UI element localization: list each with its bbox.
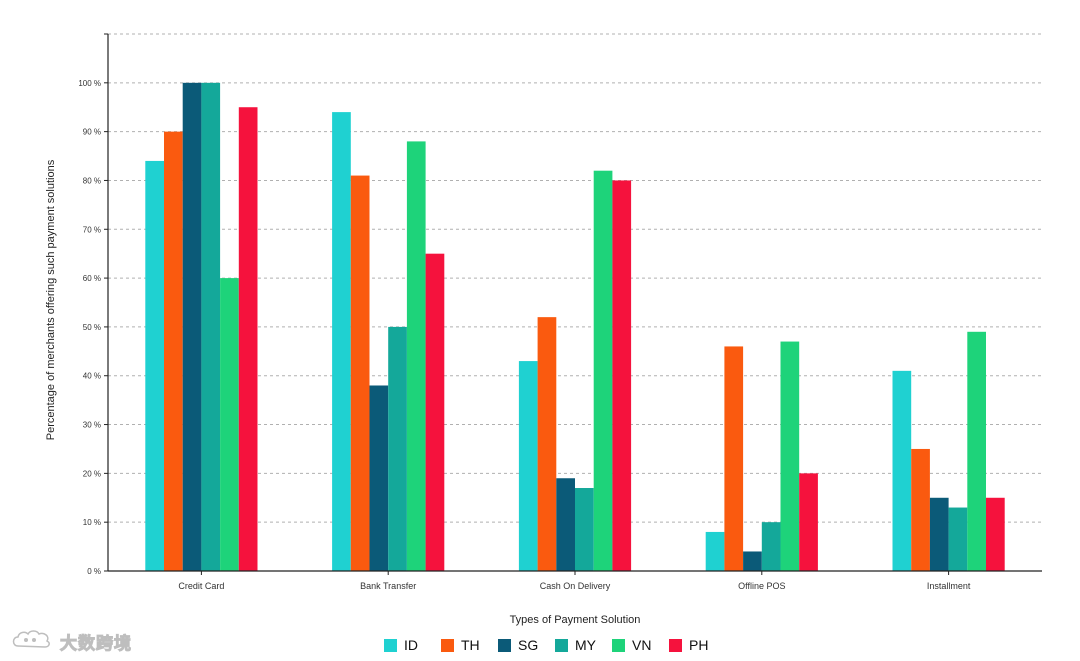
bar-sg-offline-pos [743,551,762,571]
x-tick-label: Bank Transfer [360,581,416,591]
legend-label-ph: PH [689,637,708,653]
x-tick-label: Installment [927,581,971,591]
bar-th-offline-pos [724,346,744,571]
bar-id-bank-transfer [332,112,351,571]
bar-th-bank-transfer [350,175,370,571]
bar-my-cash-on-delivery [575,488,594,571]
legend-swatch-th [441,639,454,652]
bar-my-bank-transfer [388,326,407,571]
bar-ph-credit-card [238,107,258,572]
cloud-logo-icon [10,628,54,655]
x-tick-label: Cash On Delivery [540,581,611,591]
bar-sg-installment [929,497,949,571]
watermark-text: 大数跨境 [60,633,132,654]
bar-my-credit-card [201,82,221,572]
y-tick-label: 90 % [83,128,101,137]
bar-vn-cash-on-delivery [593,170,613,571]
y-axis-title: Percentage of merchants offering such pa… [45,159,57,440]
bar-ph-installment [986,497,1005,571]
bar-id-offline-pos [705,531,725,571]
y-tick-label: 100 % [78,79,101,88]
bar-vn-credit-card [220,278,239,571]
bar-sg-cash-on-delivery [556,478,575,571]
y-tick-label: 0 % [87,567,101,576]
bar-ph-bank-transfer [425,253,445,571]
y-tick-label: 10 % [83,518,101,527]
y-axis-ticks: 0 % 10 % 20 % 30 % 40 % 50 % 60 % 70 % 80 % 90 % 1… [78,79,108,576]
y-tick-label: 50 % [83,323,101,332]
legend-label-th: TH [461,637,480,653]
legend-swatch-sg [498,639,511,652]
y-tick-label: 30 % [83,421,101,430]
legend-label-id: ID [404,637,418,653]
bar-ph-offline-pos [799,473,818,571]
bar-vn-offline-pos [780,341,800,571]
bar-id-installment [892,370,912,571]
bar-my-offline-pos [761,522,781,571]
bar-ph-cash-on-delivery [612,180,632,572]
bar-th-credit-card [164,131,183,572]
y-tick-label: 20 % [83,469,101,478]
x-tick-label: Credit Card [178,581,224,591]
bar-vn-installment [967,331,986,571]
bar-id-cash-on-delivery [518,361,538,571]
watermark: 大数跨境 [10,627,132,655]
legend-swatch-my [555,639,568,652]
bar-th-cash-on-delivery [537,317,557,571]
legend-swatch-ph [669,639,682,652]
y-tick-label: 70 % [83,225,101,234]
x-axis-ticks: Credit Card Bank Transfer Cash On Delivery… [178,571,971,591]
legend-label-sg: SG [518,637,538,653]
y-tick-label: 80 % [83,176,101,185]
legend-swatch-vn [612,639,625,652]
bar-sg-bank-transfer [369,385,389,571]
y-tick-label: 60 % [83,274,101,283]
bars [145,82,1005,572]
bar-th-installment [911,448,930,571]
legend-label-my: MY [575,637,597,653]
bar-id-credit-card [145,160,164,571]
bar-sg-credit-card [182,82,202,572]
legend-swatch-id [384,639,397,652]
legend: ID TH SG MY VN PH [384,637,708,653]
legend-label-vn: VN [632,637,651,653]
x-axis-title: Types of Payment Solution [510,614,641,626]
y-tick-label: 40 % [83,372,101,381]
bar-my-installment [948,507,968,571]
x-tick-label: Offline POS [738,581,785,591]
bar-vn-bank-transfer [406,141,426,571]
